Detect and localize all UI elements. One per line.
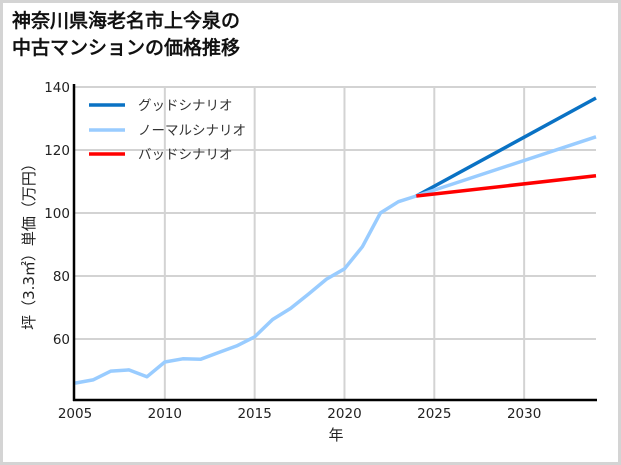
chart-title-line2: 中古マンションの価格推移 xyxy=(12,37,241,59)
series-line xyxy=(415,96,597,198)
y-tick-label: 120 xyxy=(44,143,70,159)
chart-title-line1: 神奈川県海老名市上今泉の xyxy=(12,10,241,32)
legend-label: ノーマルシナリオ xyxy=(138,123,246,139)
x-tick-label: 2010 xyxy=(148,406,182,422)
y-axis-label: 坪（3.3㎡）単価（万円） xyxy=(20,156,38,330)
x-tick-label: 2015 xyxy=(237,406,271,422)
x-tick-label: 2005 xyxy=(58,406,92,422)
y-tick-label: 60 xyxy=(53,332,70,348)
x-tick-label: 2020 xyxy=(327,406,361,422)
axes xyxy=(72,84,597,402)
x-axis-label: 年 xyxy=(328,426,343,444)
series-lines xyxy=(74,96,597,385)
y-tick-label: 140 xyxy=(44,80,70,96)
chart-title: 神奈川県海老名市上今泉の 中古マンションの価格推移 xyxy=(12,8,240,62)
y-tick-label: 100 xyxy=(44,206,70,222)
x-tick-label: 2025 xyxy=(417,406,451,422)
y-tick-label: 80 xyxy=(53,269,70,285)
gridlines xyxy=(75,86,596,400)
series-line xyxy=(415,135,597,198)
y-tick-labels: 60 80 100 120 140 xyxy=(44,80,70,348)
legend-label: グッドシナリオ xyxy=(138,98,233,114)
x-tick-labels: 2005 2010 2015 2020 2025 2030 xyxy=(58,406,541,422)
series-line xyxy=(74,194,417,385)
x-tick-label: 2030 xyxy=(507,406,541,422)
legend-label: バッドシナリオ xyxy=(138,147,233,163)
series-line xyxy=(416,174,597,198)
